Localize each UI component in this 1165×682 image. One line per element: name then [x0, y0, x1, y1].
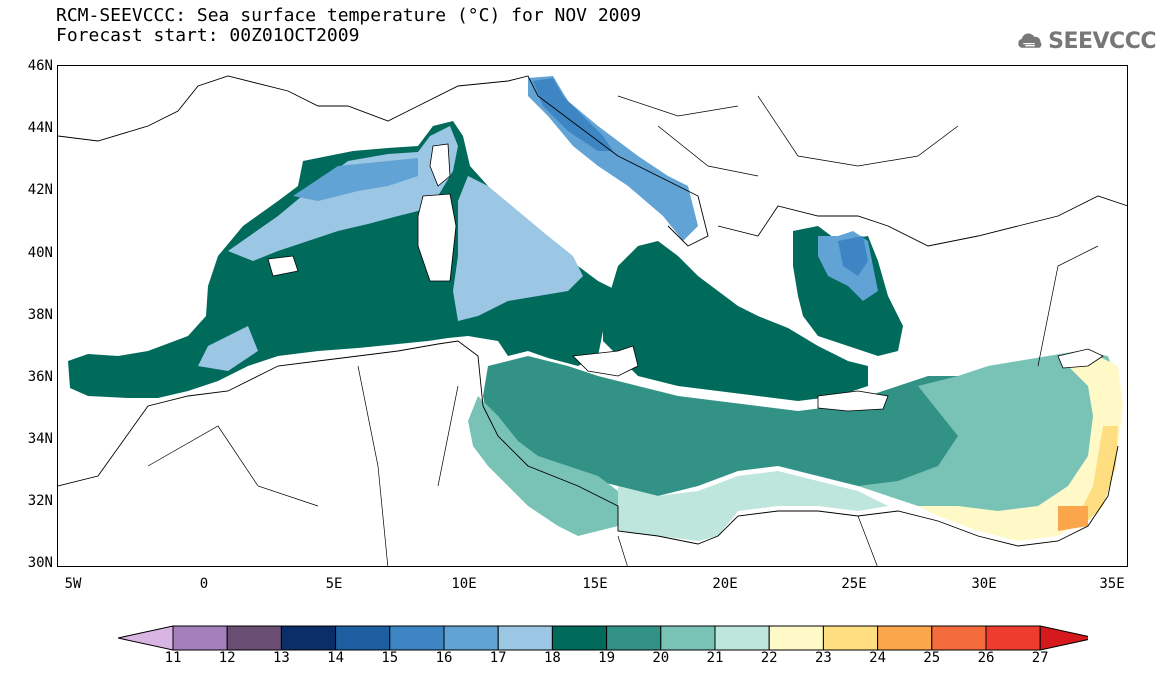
colorbar-box [660, 625, 716, 651]
colorbar-box [443, 625, 499, 651]
colorbar-box [497, 625, 553, 651]
sea-region-ionian [603, 241, 868, 401]
sea-region-levantine-warm [1078, 426, 1118, 521]
lon-label-25e: 25E [841, 576, 867, 592]
lat-label-40n: 40N [27, 245, 53, 261]
sea-region-ligurian [198, 326, 258, 371]
colorbar-tick-label: 14 [327, 650, 345, 666]
sea-region-libyan [468, 396, 618, 536]
colorbar-tick-label: 16 [435, 650, 453, 666]
lon-label-5e: 5E [325, 576, 343, 592]
island-corsica [429, 143, 451, 187]
colorbar-box [280, 625, 337, 651]
sea-region-gulf-lion-inner [293, 158, 418, 201]
island-mallorca [267, 255, 299, 277]
coastline-africa [58, 340, 1119, 547]
sea-region-southeast-warm [1058, 506, 1088, 531]
colorbar-tick-label: 20 [652, 650, 670, 666]
cloud-logo-icon [1018, 33, 1042, 48]
sea-region-tyrrhenian [453, 176, 583, 321]
lat-label-44n: 44N [27, 120, 53, 136]
colorbar-tick-label: 21 [706, 650, 724, 666]
sea-region-adriatic-north [533, 78, 613, 151]
colorbar-tick-label: 19 [598, 650, 616, 666]
colorbar-tick-label: 11 [164, 650, 182, 666]
island-cyprus [1057, 348, 1104, 369]
lat-label-42n: 42N [27, 182, 53, 198]
colorbar-tick-label: 22 [760, 650, 778, 666]
island-sardinia [417, 193, 457, 282]
lon-label-20e: 20E [712, 576, 738, 592]
sea-region-sidra [618, 471, 888, 541]
colorbar-tick-label: 18 [543, 650, 561, 666]
colorbar-tick-label: 26 [977, 650, 995, 666]
lon-label-5w: 5W [64, 576, 82, 592]
colorbar-box [768, 625, 824, 651]
map-title: RCM-SEEVCCC: Sea surface temperature (°C… [56, 5, 642, 26]
colorbar-box [389, 625, 445, 651]
lon-label-15e: 15E [582, 576, 608, 592]
colorbar-box [606, 625, 662, 651]
lon-label-10e: 10E [451, 576, 477, 592]
lat-label-36n: 36N [27, 369, 53, 385]
colorbar-box [931, 625, 987, 651]
coastline-north [58, 75, 1127, 247]
logo-text: SEEVCCC [1048, 28, 1156, 54]
forecast-start-label: Forecast start: 00Z01OCT2009 [56, 25, 360, 46]
island-sicily [572, 345, 639, 377]
lat-label-46n: 46N [27, 58, 53, 74]
colorbar-tick-label: 12 [218, 650, 236, 666]
sea-region-levantine-coast [918, 356, 1123, 541]
map-area[interactable] [57, 65, 1128, 567]
colorbar-tick-label: 15 [381, 650, 399, 666]
lon-label-35e: 35E [1099, 576, 1125, 592]
colorbar-over-triangle [1039, 625, 1088, 651]
sst-map [58, 75, 1127, 566]
lat-label-38n: 38N [27, 307, 53, 323]
colorbar-box [822, 625, 879, 651]
sea-region-levantine [858, 351, 1118, 536]
country-borders [147, 95, 1099, 566]
colorbar-box [551, 625, 608, 651]
lat-label-34n: 34N [27, 431, 53, 447]
colorbar-box [226, 625, 282, 651]
lon-label-0: 0 [199, 576, 209, 592]
colorbar [118, 625, 1088, 651]
colorbar-box [877, 625, 933, 651]
colorbar-tick-label: 27 [1031, 650, 1049, 666]
seevccc-logo: SEEVCCC [1016, 24, 1156, 58]
colorbar-tick-label: 25 [923, 650, 941, 666]
sea-region-aegean-core [838, 236, 868, 276]
colorbar-tick-label: 17 [489, 650, 507, 666]
colorbar-box [335, 625, 391, 651]
colorbar-under-triangle [118, 625, 174, 651]
colorbar-tick-label: 13 [272, 650, 290, 666]
sea-region-south-central [483, 356, 978, 496]
colorbar-box [714, 625, 770, 651]
colorbar-tick-label: 23 [814, 650, 832, 666]
colorbar-tick-label: 24 [869, 650, 887, 666]
colorbar-box [985, 625, 1041, 651]
colorbar-box [172, 625, 228, 651]
lat-label-30n: 30N [27, 555, 53, 571]
island-crete [817, 390, 889, 412]
lat-label-32n: 32N [27, 493, 53, 509]
lon-label-30e: 30E [971, 576, 997, 592]
